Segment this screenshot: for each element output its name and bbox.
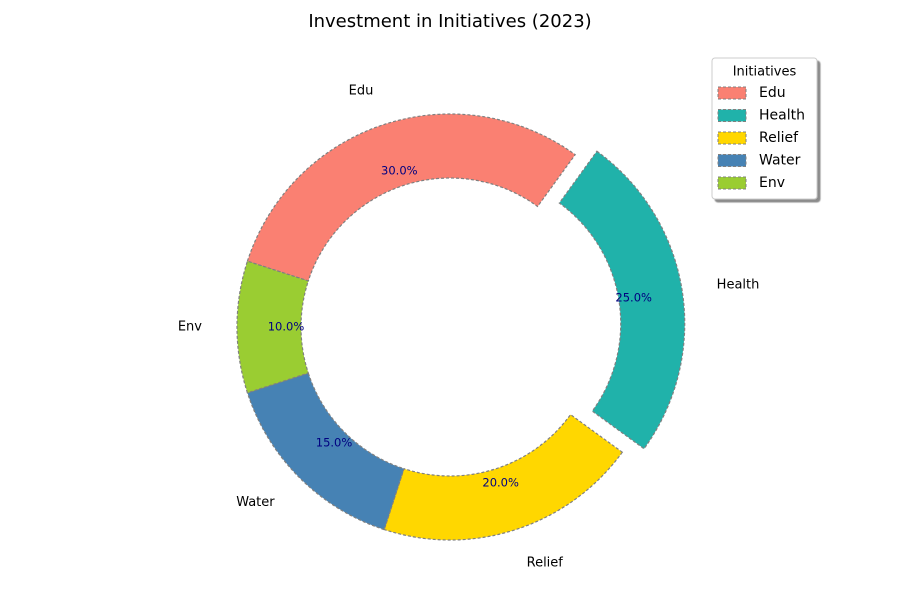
chart-title: Investment in Initiatives (2023) [308, 11, 592, 32]
percent-label-relief: 20.0% [482, 475, 519, 489]
legend-swatch-relief [717, 131, 747, 145]
slices-layer [236, 113, 686, 541]
slice-label-edu: Edu [349, 84, 374, 99]
slice-health [558, 150, 686, 450]
percent-label-env: 10.0% [268, 320, 305, 334]
legend-swatch-health [717, 109, 747, 122]
slice-label-env: Env [178, 320, 202, 335]
legend-label-health: Health [759, 108, 805, 124]
percent-label-water: 15.0% [316, 435, 353, 449]
percent-label-health: 25.0% [615, 290, 652, 304]
legend-label-water: Water [759, 153, 801, 169]
slice-label-health: Health [717, 277, 760, 292]
legend-swatch-env [717, 176, 747, 190]
labels-layer: Edu 30.0% Health 25.0% Relief 20.0% Water 15.0%… [178, 84, 760, 571]
slice-label-water: Water [236, 495, 275, 510]
percent-label-edu: 30.0% [381, 164, 418, 178]
slice-relief [383, 413, 624, 541]
legend-swatch-water [717, 154, 747, 167]
slice-edu [246, 113, 577, 282]
legend-label-relief: Relief [759, 130, 799, 146]
slice-env [236, 260, 310, 394]
slice-label-relief: Relief [527, 555, 564, 570]
legend-swatch-edu [717, 86, 747, 100]
legend-title: Initiatives [733, 65, 797, 80]
legend-label-env: Env [759, 175, 785, 191]
legend: Initiatives Edu Health Relief Water Env [711, 57, 818, 200]
legend-label-edu: Edu [759, 85, 786, 101]
